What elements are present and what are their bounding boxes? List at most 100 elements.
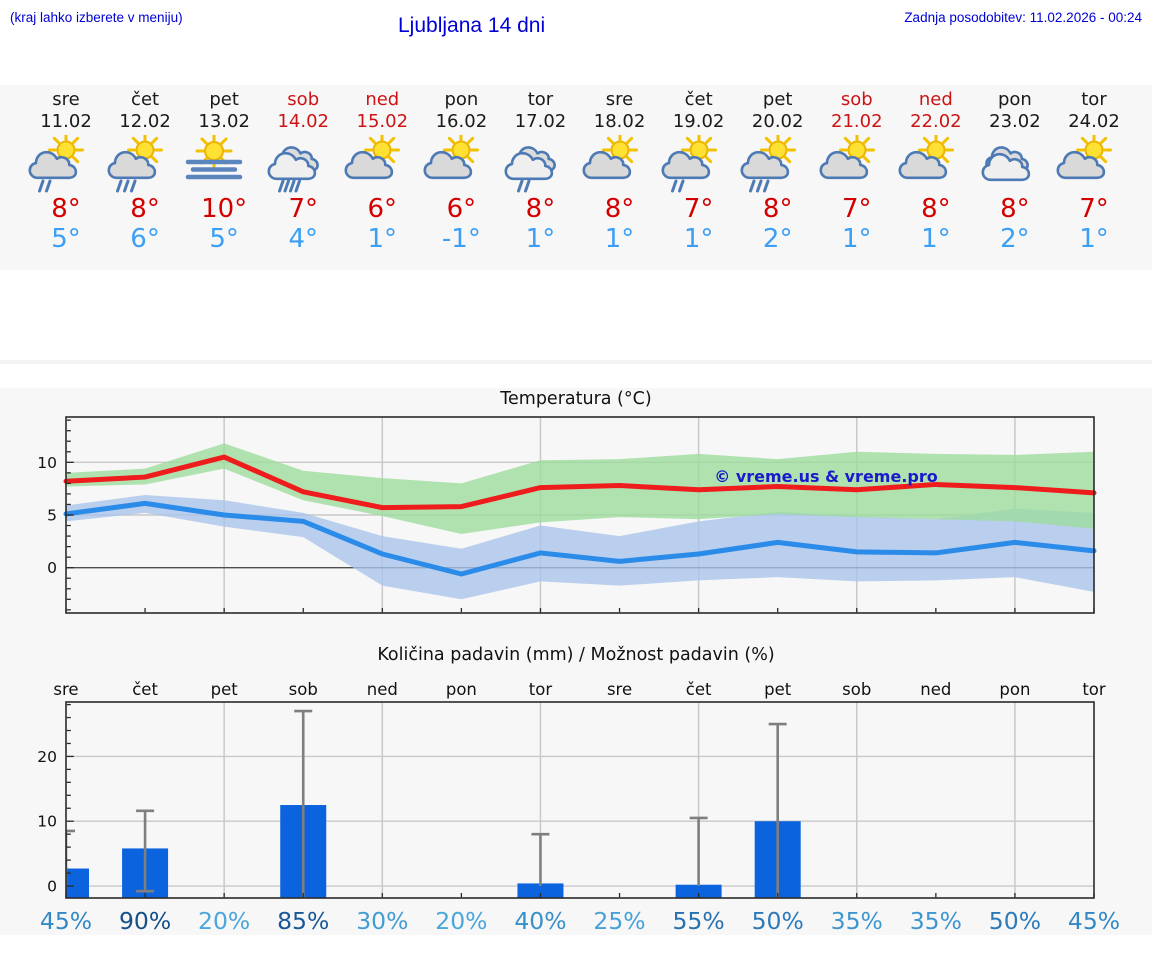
day-column: sre 18.02 8° 1°	[578, 85, 662, 254]
forecast-days-strip: sre 11.02 8° 5° čet 12.02 8° 6° pet 13.02 10° 5° sob…	[0, 85, 1152, 270]
min-temperature: 5°	[209, 224, 239, 254]
day-name: sre	[605, 89, 634, 110]
sun-cloud-rain2-icon	[661, 135, 717, 193]
day-date: 18.02	[593, 111, 646, 132]
weather-icon-slot	[24, 135, 108, 193]
day-date: 14.02	[277, 111, 329, 132]
sun-cloud-icon	[582, 135, 638, 180]
day-column: sob 21.02 7° 1°	[815, 85, 899, 254]
x-category-label: sob	[842, 680, 871, 699]
precip-probability-label: 40%	[514, 907, 566, 935]
x-category-label: pon	[999, 680, 1030, 699]
x-category-label: tor	[529, 680, 553, 699]
sun-cloud-rain3-icon	[740, 135, 796, 193]
day-name: čet	[684, 89, 713, 110]
day-name: sob	[840, 89, 873, 110]
min-temperature: 1°	[367, 224, 398, 254]
y-tick-label: 10	[37, 454, 57, 472]
section-divider	[0, 360, 1152, 364]
min-temperature: 1°	[841, 224, 872, 254]
day-date: 24.02	[1068, 111, 1120, 132]
max-temperature: 8°	[604, 194, 635, 224]
sun-fog-icon	[185, 135, 243, 180]
min-temperature-line	[63, 500, 1097, 577]
precip-probability-label: 45%	[1068, 907, 1120, 935]
precip-probability-label: 35%	[831, 907, 883, 935]
temperature-chart: 0 5 10 © vreme.us & vreme.pro	[37, 416, 1097, 614]
y-tick-label: 20	[37, 748, 57, 766]
precip-probability-label: 55%	[672, 907, 724, 935]
precipitation-chart: sre čet pet sob ned pon tor sre čet pet sob ned pon t…	[37, 680, 1120, 935]
min-temperature: 5°	[51, 224, 81, 254]
max-temperature: 8°	[51, 194, 81, 224]
weather-icon-slot	[182, 135, 266, 193]
y-tick-label: 0	[47, 878, 57, 896]
day-date: 15.02	[356, 111, 409, 132]
min-temperature-range	[66, 494, 1094, 600]
sun-cloud-icon	[898, 135, 954, 180]
day-column: tor 24.02 7° 1°	[1052, 85, 1136, 254]
max-temperature: 7°	[1079, 194, 1109, 224]
max-temperature: 8°	[525, 194, 556, 224]
max-temperature: 6°	[367, 194, 398, 224]
day-name: ned	[918, 89, 953, 110]
precip-bar	[675, 884, 722, 898]
precipitation-chart-title: Količina padavin (mm) / Možnost padavin …	[377, 645, 775, 665]
day-name: tor	[527, 89, 554, 110]
x-category-label: čet	[132, 680, 158, 699]
max-temperature-line	[63, 454, 1097, 511]
weather-icon-slot	[894, 135, 978, 193]
x-category-label: pet	[211, 680, 239, 699]
weather-icon-slot	[815, 135, 899, 193]
day-name: pet	[209, 89, 239, 110]
day-name: pet	[762, 89, 793, 110]
day-date: 21.02	[831, 111, 883, 132]
day-date: 22.02	[910, 111, 962, 132]
x-category-label: ned	[920, 680, 951, 699]
x-category-label: pet	[764, 680, 792, 699]
y-tick-label: 0	[47, 559, 57, 577]
max-temperature: 7°	[841, 194, 872, 224]
bars-group	[66, 709, 801, 898]
day-column: pet 20.02 8° 2°	[736, 85, 820, 254]
charts-section: Temperatura (°C) 0 5 10 © vreme.us & vreme.…	[0, 388, 1152, 935]
sun-cloud-rain3-icon	[107, 135, 164, 193]
day-date: 16.02	[435, 111, 488, 132]
precip-probability-label: 30%	[356, 907, 408, 935]
day-name: pon	[444, 89, 479, 110]
y-tick-label: 5	[47, 507, 57, 525]
precip-probability-label: 45%	[40, 907, 92, 935]
max-temperature: 7°	[288, 194, 318, 224]
cloudy-icon	[981, 146, 1031, 182]
sun-cloud-icon	[423, 135, 480, 180]
day-name: čet	[131, 89, 160, 110]
weather-icon-slot	[973, 135, 1057, 193]
x-category-label: čet	[686, 680, 712, 699]
day-column: čet 12.02 8° 6°	[103, 85, 187, 254]
day-date: 11.02	[40, 111, 92, 132]
day-column: pon 23.02 8° 2°	[973, 85, 1057, 254]
day-name: sre	[52, 89, 80, 110]
day-date: 12.02	[119, 111, 171, 132]
x-category-label: sob	[289, 680, 318, 699]
min-temperature: 6°	[130, 224, 160, 254]
sun-cloud-icon	[344, 135, 401, 180]
sun-cloud-icon	[819, 135, 875, 180]
min-temperature: 1°	[683, 224, 714, 254]
day-name: sob	[287, 89, 320, 110]
precip-probability-label: 90%	[119, 907, 171, 935]
precip-probability-label: 50%	[989, 907, 1041, 935]
weather-icon-slot	[103, 135, 187, 193]
page-title: Ljubljana 14 dni	[398, 14, 546, 37]
x-category-label: pon	[446, 680, 477, 699]
weather-icon-slot	[657, 135, 741, 193]
precip-probability-label: 20%	[435, 907, 487, 935]
min-temperature: 4°	[288, 224, 318, 254]
precip-bar	[66, 868, 89, 898]
day-column: pet 13.02 10° 5°	[182, 85, 266, 254]
max-temperature: 8°	[921, 194, 951, 224]
max-temperature: 7°	[683, 194, 714, 224]
day-column: ned 22.02 8° 1°	[894, 85, 978, 254]
day-date: 20.02	[751, 111, 804, 132]
